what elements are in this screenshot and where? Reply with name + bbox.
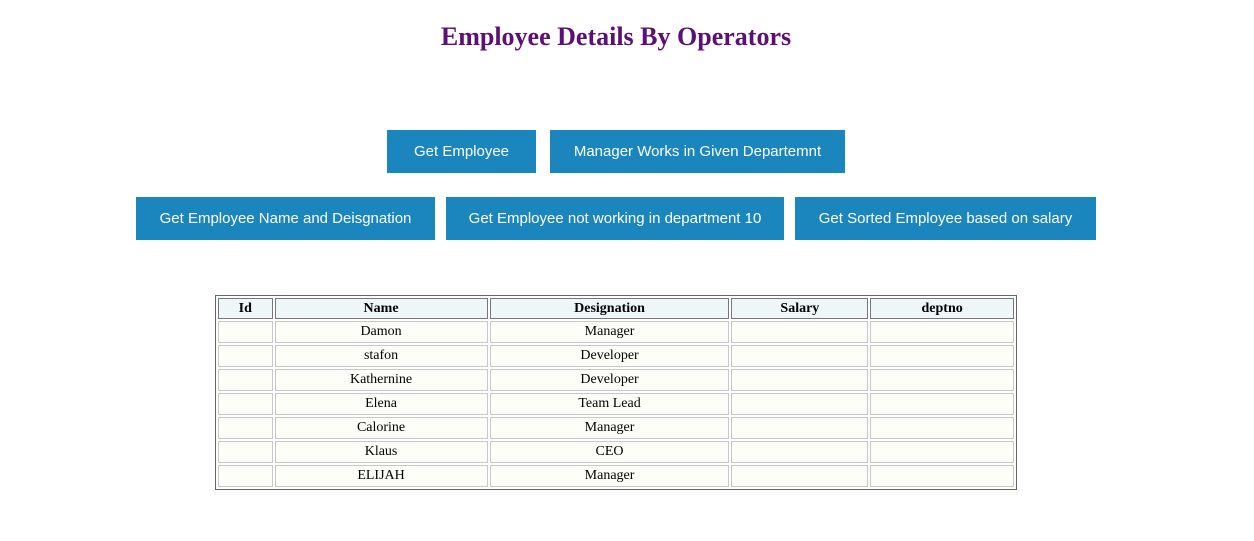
cell-name: Damon [274, 321, 488, 343]
cell-name: Elena [274, 393, 488, 415]
employee-table: Id Name Designation Salary deptno Damon … [215, 295, 1017, 490]
cell-salary [731, 393, 869, 415]
cell-name: stafon [274, 345, 488, 367]
cell-designation: Manager [489, 417, 730, 439]
cell-id [218, 369, 273, 391]
cell-designation: Developer [489, 369, 730, 391]
cell-designation: Manager [489, 321, 730, 343]
cell-deptno [870, 441, 1014, 463]
cell-deptno [870, 393, 1014, 415]
cell-designation: CEO [489, 441, 730, 463]
table-row: Elena Team Lead [218, 393, 1014, 415]
cell-designation: Manager [489, 465, 730, 487]
cell-id [218, 441, 273, 463]
cell-designation: Team Lead [489, 393, 730, 415]
header-designation: Designation [489, 298, 730, 319]
cell-name: Kathernine [274, 369, 488, 391]
table-row: Damon Manager [218, 321, 1014, 343]
cell-id [218, 345, 273, 367]
cell-id [218, 417, 273, 439]
cell-designation: Developer [489, 345, 730, 367]
cell-id [218, 393, 273, 415]
table-row: stafon Developer [218, 345, 1014, 367]
header-deptno: deptno [870, 298, 1014, 319]
header-salary: Salary [731, 298, 869, 319]
table-header-row: Id Name Designation Salary deptno [218, 298, 1014, 319]
cell-name: ELIJAH [274, 465, 488, 487]
cell-name: Calorine [274, 417, 488, 439]
cell-salary [731, 345, 869, 367]
table-row: Calorine Manager [218, 417, 1014, 439]
table-row: Kathernine Developer [218, 369, 1014, 391]
cell-salary [731, 465, 869, 487]
table-row: Klaus CEO [218, 441, 1014, 463]
cell-deptno [870, 465, 1014, 487]
get-employee-button[interactable]: Get Employee [387, 130, 536, 173]
cell-salary [731, 321, 869, 343]
cell-id [218, 321, 273, 343]
cell-deptno [870, 345, 1014, 367]
get-name-designation-button[interactable]: Get Employee Name and Deisgnation [136, 197, 435, 240]
header-id: Id [218, 298, 273, 319]
get-not-in-dept10-button[interactable]: Get Employee not working in department 1… [446, 197, 784, 240]
get-sorted-by-salary-button[interactable]: Get Sorted Employee based on salary [795, 197, 1096, 240]
table-row: ELIJAH Manager [218, 465, 1014, 487]
cell-name: Klaus [274, 441, 488, 463]
cell-id [218, 465, 273, 487]
header-name: Name [274, 298, 488, 319]
cell-deptno [870, 321, 1014, 343]
employee-table-container: Id Name Designation Salary deptno Damon … [215, 295, 1017, 490]
cell-salary [731, 441, 869, 463]
cell-salary [731, 369, 869, 391]
page-title: Employee Details By Operators [440, 22, 792, 51]
cell-deptno [870, 369, 1014, 391]
cell-salary [731, 417, 869, 439]
cell-deptno [870, 417, 1014, 439]
manager-works-in-department-button[interactable]: Manager Works in Given Departemnt [550, 130, 845, 173]
